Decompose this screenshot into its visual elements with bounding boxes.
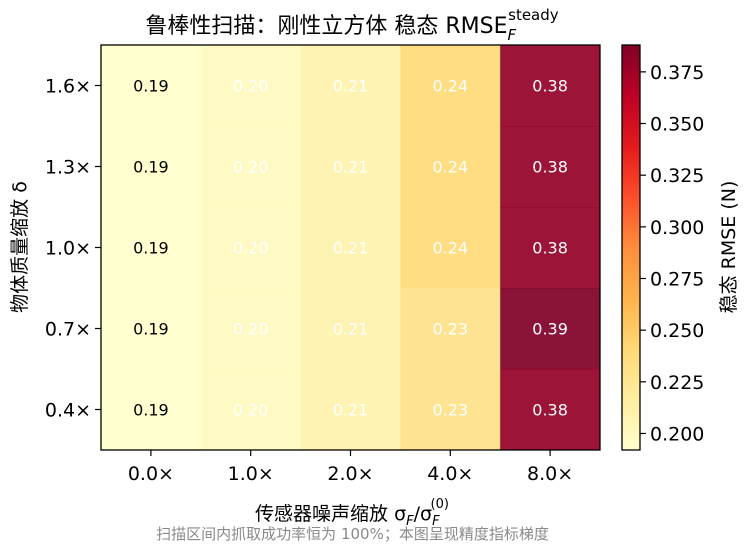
colorbar bbox=[621, 44, 641, 451]
cell-value-label: 0.20 bbox=[233, 401, 269, 420]
heatmap-cell bbox=[300, 369, 401, 451]
chart-title-sub: F bbox=[507, 26, 516, 44]
cell-value-label: 0.38 bbox=[532, 401, 568, 420]
cell-value-label: 0.38 bbox=[532, 77, 568, 96]
chart-title: 鲁棒性扫描：刚性立方体 稳态 RMSEFsteady bbox=[145, 6, 558, 44]
heatmap-cell bbox=[101, 369, 202, 451]
heatmap-cell bbox=[101, 45, 202, 127]
cell-value-label: 0.19 bbox=[133, 320, 169, 339]
colorbar-tick-label: 0.225 bbox=[650, 372, 704, 394]
cell-value-label: 0.21 bbox=[333, 239, 369, 258]
cell-value-label: 0.21 bbox=[333, 77, 369, 96]
heatmap-cell bbox=[300, 45, 401, 127]
cell-value-label: 0.24 bbox=[432, 239, 468, 258]
heatmap-cell bbox=[500, 288, 601, 370]
y-tick-label: 1.0× bbox=[45, 238, 91, 260]
cell-value-label: 0.21 bbox=[333, 320, 369, 339]
colorbar-tick-label: 0.375 bbox=[650, 62, 704, 84]
cell-value-label: 0.20 bbox=[233, 158, 269, 177]
heatmap-cell bbox=[400, 126, 501, 208]
x-axis-label-mid: /σ bbox=[414, 503, 432, 525]
cell-value-label: 0.20 bbox=[233, 77, 269, 96]
cell-value-label: 0.38 bbox=[532, 158, 568, 177]
colorbar-ticks: 0.200 0.225 0.250 0.275 0.300 0.325 0.350 0.375 bbox=[640, 62, 704, 445]
y-axis: 1.6× 1.3× 1.0× 0.7× 0.4× bbox=[45, 76, 101, 422]
heatmap-cell bbox=[200, 45, 302, 127]
x-tick-label: 4.0× bbox=[427, 463, 473, 485]
y-tick-label: 0.4× bbox=[45, 400, 91, 422]
cell-value-label: 0.21 bbox=[333, 158, 369, 177]
heatmap-cell bbox=[400, 45, 501, 127]
x-axis-label-main: 传感器噪声缩放 σ bbox=[255, 503, 406, 525]
colorbar-tick-label: 0.200 bbox=[650, 423, 704, 445]
colorbar-tick-label: 0.300 bbox=[650, 217, 704, 239]
heatmap-cell bbox=[300, 207, 401, 289]
heatmap-cell bbox=[200, 207, 302, 289]
y-axis-label: 物体质量缩放 δ bbox=[9, 181, 31, 313]
y-tick-label: 1.3× bbox=[45, 157, 91, 179]
x-tick-label: 2.0× bbox=[327, 463, 373, 485]
chart-title-main: 鲁棒性扫描：刚性立方体 稳态 RMSE bbox=[145, 14, 507, 39]
x-axis: 0.0× 1.0× 2.0× 4.0× 8.0× bbox=[128, 450, 573, 485]
cell-value-label: 0.19 bbox=[133, 77, 169, 96]
heatmap-cell bbox=[200, 288, 302, 370]
cell-value-label: 0.38 bbox=[532, 239, 568, 258]
cell-value-label: 0.19 bbox=[133, 239, 169, 258]
x-axis-label-sub1: F bbox=[406, 514, 414, 529]
chart-caption: 扫描区间内抓取成功率恒为 100%；本图呈现精度指标梯度 bbox=[156, 525, 549, 543]
chart-title-sup: steady bbox=[508, 6, 559, 24]
cell-value-label: 0.39 bbox=[532, 320, 568, 339]
cell-value-label: 0.24 bbox=[432, 77, 468, 96]
y-tick-label: 1.6× bbox=[45, 76, 91, 98]
heatmap-cell bbox=[200, 126, 302, 208]
x-axis-label: 传感器噪声缩放 σF/σF(0) bbox=[255, 497, 449, 529]
colorbar-tick-label: 0.275 bbox=[650, 268, 704, 290]
cell-value-label: 0.19 bbox=[133, 401, 169, 420]
y-tick-label: 0.7× bbox=[45, 319, 91, 341]
colorbar-tick-label: 0.250 bbox=[650, 320, 704, 342]
heatmap-cell bbox=[400, 288, 501, 370]
colorbar-tick-label: 0.325 bbox=[650, 165, 704, 187]
heatmap-cell bbox=[200, 369, 302, 451]
x-tick-label: 1.0× bbox=[228, 463, 274, 485]
heatmap-cell bbox=[400, 369, 501, 451]
heatmap-cell bbox=[500, 207, 601, 289]
heatmap-cell bbox=[500, 369, 601, 451]
cell-value-label: 0.19 bbox=[133, 158, 169, 177]
x-tick-label: 0.0× bbox=[128, 463, 174, 485]
heatmap-cell bbox=[101, 126, 202, 208]
colorbar-tick-label: 0.350 bbox=[650, 114, 704, 136]
heatmap-cells: 0.19 0.20 0.21 0.24 0.38 0.19 0.20 0.21 0.24 0.38… bbox=[101, 45, 601, 451]
heatmap-cell bbox=[500, 45, 601, 127]
cell-value-label: 0.21 bbox=[333, 401, 369, 420]
heatmap-cell bbox=[300, 126, 401, 208]
cell-value-label: 0.20 bbox=[233, 320, 269, 339]
colorbar-label: 稳态 RMSE (N) bbox=[718, 181, 740, 314]
cell-value-label: 0.23 bbox=[432, 401, 468, 420]
heatmap-cell bbox=[500, 126, 601, 208]
x-tick-label: 8.0× bbox=[527, 463, 573, 485]
cell-value-label: 0.20 bbox=[233, 239, 269, 258]
heatmap-cell bbox=[101, 207, 202, 289]
cell-value-label: 0.23 bbox=[432, 320, 468, 339]
heatmap-cell bbox=[300, 288, 401, 370]
heatmap-cell bbox=[101, 288, 202, 370]
heatmap-cell bbox=[400, 207, 501, 289]
x-axis-label-sup2: (0) bbox=[431, 497, 449, 512]
x-axis-label-sub2: F bbox=[432, 514, 440, 529]
cell-value-label: 0.24 bbox=[432, 158, 468, 177]
